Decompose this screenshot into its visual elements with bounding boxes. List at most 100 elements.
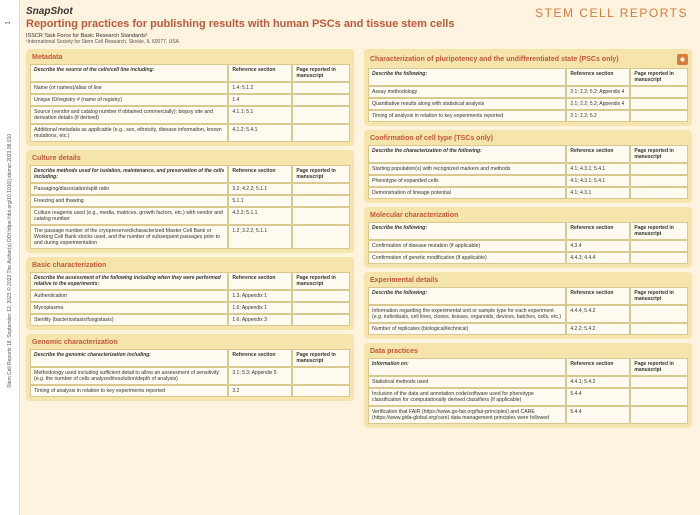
table-row: Unique ID/registry # (name of registry)1…: [30, 94, 350, 106]
left-column: MetadataDescribe the source of the cells…: [26, 49, 354, 428]
desc-cell: Phenotype of expanded cells: [368, 175, 566, 187]
page-cell: [630, 163, 688, 175]
ref-cell: 4.1.2; 5.4.1: [228, 124, 292, 142]
table-row: Mycoplasma1.6; Appendix 1: [30, 302, 350, 314]
page-cell: [292, 385, 350, 397]
ref-cell: 3.1; 5.3; Appendix 5: [228, 367, 292, 385]
table-row: Confirmation of disease mutation (if app…: [368, 240, 688, 252]
ref-cell: 4.1; 4.3.1; 5.4.1: [566, 175, 630, 187]
desc-cell: Number of replicates (biological/technic…: [368, 323, 566, 335]
page-cell: [292, 314, 350, 326]
ref-cell: 3.2; 4.2.2; 5.1.1: [228, 183, 292, 195]
page-header: Page reported in manuscript: [292, 272, 350, 290]
desc-cell: Methodology used including sufficient de…: [30, 367, 228, 385]
page-cell: [630, 388, 688, 406]
page-header: Page reported in manuscript: [292, 165, 350, 183]
page-cell: [630, 376, 688, 388]
ref-cell: 5.4.4: [566, 388, 630, 406]
table-row: Verification that FAIR (https://www.go-f…: [368, 406, 688, 424]
ref-header: Reference section: [566, 145, 630, 163]
ref-header: Reference section: [228, 272, 292, 290]
section-title: Experimental details: [368, 275, 688, 287]
section: Characterization of pluripotency and the…: [364, 49, 692, 126]
desc-header: Describe the characterization of the fol…: [368, 145, 566, 163]
ref-cell: 1.2; 3.2.2; 5.1.1: [228, 225, 292, 249]
desc-header: Information on:: [368, 358, 566, 376]
citation-text: Stem Cell Reports 18, September 12, 2023…: [7, 133, 13, 387]
ref-cell: 3.2: [228, 385, 292, 397]
desc-cell: Information regarding the experimental u…: [368, 305, 566, 323]
ref-cell: 4.4.3; 4.4.4: [566, 252, 630, 264]
page-header: Page reported in manuscript: [292, 64, 350, 82]
table-row: Assay methodology2.1; 2.2; 5.2; Appendix…: [368, 86, 688, 98]
table-row: Sterility (bacteriostasis/fungistasis)1.…: [30, 314, 350, 326]
section-title-text: Data practices: [370, 348, 418, 355]
section-title: Metadata: [30, 52, 350, 64]
section-table: Describe the source of the cells/cell li…: [30, 64, 350, 142]
section: Molecular characterization Describe the f…: [364, 207, 692, 268]
left-margin: 1 Stem Cell Reports 18, September 12, 20…: [0, 0, 20, 515]
header: SnapShot Reporting practices for publish…: [26, 6, 692, 45]
desc-cell: Culture reagents used (e.g., media, matr…: [30, 207, 228, 225]
desc-header: Describe the genomic characterization in…: [30, 349, 228, 367]
section-title-text: Molecular characterization: [370, 212, 458, 219]
section-title: Confirmation of cell type (TSCs only): [368, 133, 688, 145]
page-header: Page reported in manuscript: [630, 145, 688, 163]
desc-header: Describe the assessment of the following…: [30, 272, 228, 290]
desc-cell: Confirmation of genetic modification (if…: [368, 252, 566, 264]
page-cell: [292, 367, 350, 385]
table-row: Inclusion of the data and annotation cod…: [368, 388, 688, 406]
table-row: Phenotype of expanded cells4.1; 4.3.1; 5…: [368, 175, 688, 187]
snapshot-label: SnapShot: [26, 6, 692, 17]
desc-header: Describe methods used for isolation, mai…: [30, 165, 228, 183]
section-title: Genomic characterization: [30, 337, 350, 349]
desc-cell: Additional metadata as applicable (e.g.,…: [30, 124, 228, 142]
ref-header: Reference section: [566, 287, 630, 305]
section-title-text: Basic characterization: [32, 262, 106, 269]
section: MetadataDescribe the source of the cells…: [26, 49, 354, 146]
ref-header: Reference section: [566, 358, 630, 376]
section-title-text: Characterization of pluripotency and the…: [370, 56, 619, 63]
ref-cell: 4.3.4: [566, 240, 630, 252]
page-header: Page reported in manuscript: [630, 358, 688, 376]
desc-cell: Demonstration of lineage potential: [368, 187, 566, 199]
page-header: Page reported in manuscript: [630, 287, 688, 305]
section-table: Describe the following:Reference section…: [368, 222, 688, 264]
ref-header: Reference section: [228, 165, 292, 183]
desc-cell: Passaging/dissociation/split ratio: [30, 183, 228, 195]
ref-cell: 4.2.2; 5.4.2: [566, 323, 630, 335]
ref-cell: 2.1; 2.2; 5.2: [566, 110, 630, 122]
desc-cell: Timing of analysis in relation to key ex…: [30, 385, 228, 397]
section-title: Basic characterization: [30, 260, 350, 272]
page-cell: [630, 98, 688, 110]
section-table: Describe methods used for isolation, mai…: [30, 165, 350, 249]
page-cell: [292, 94, 350, 106]
page-header: Page reported in manuscript: [292, 349, 350, 367]
ref-cell: 4.1.1; 5.1: [228, 106, 292, 124]
section-icon: [677, 54, 688, 65]
page-cell: [630, 187, 688, 199]
right-column: Characterization of pluripotency and the…: [364, 49, 692, 428]
table-row: Culture reagents used (e.g., media, matr…: [30, 207, 350, 225]
ref-cell: 1.6; Appendix 3: [228, 314, 292, 326]
desc-cell: Statistical methods used: [368, 376, 566, 388]
page-cell: [630, 110, 688, 122]
page-cell: [292, 195, 350, 207]
section-title-text: Confirmation of cell type (TSCs only): [370, 135, 493, 142]
desc-cell: Unique ID/registry # (name of registry): [30, 94, 228, 106]
table-row: Name (or names)/alias of line1.4; 5.1.2: [30, 82, 350, 94]
page-cell: [630, 305, 688, 323]
desc-cell: Name (or names)/alias of line: [30, 82, 228, 94]
table-row: Timing of analysis in relation to key ex…: [368, 110, 688, 122]
main-content: SnapShot Reporting practices for publish…: [26, 6, 692, 507]
section: Experimental detailsDescribe the followi…: [364, 272, 692, 339]
ref-header: Reference section: [228, 349, 292, 367]
ref-cell: 2.1; 2.2; 5.2; Appendix 4: [566, 86, 630, 98]
desc-cell: Verification that FAIR (https://www.go-f…: [368, 406, 566, 424]
section-title: Culture details: [30, 153, 350, 165]
desc-cell: Source (vendor and catalog number if obt…: [30, 106, 228, 124]
page-cell: [630, 323, 688, 335]
ref-header: Reference section: [566, 68, 630, 86]
section-table: Information on:Reference sectionPage rep…: [368, 358, 688, 424]
table-row: Freezing and thawing5.1.1: [30, 195, 350, 207]
